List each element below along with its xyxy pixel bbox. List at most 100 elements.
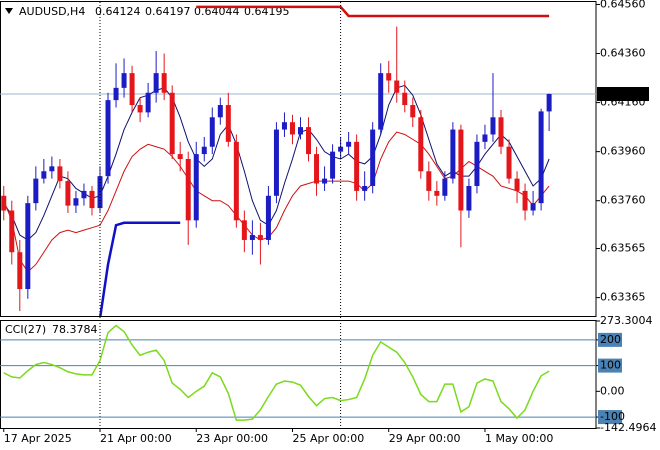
y-tick-label: 0.63960 bbox=[600, 145, 646, 158]
y-tick-label: 0.63565 bbox=[600, 242, 646, 255]
candle-body bbox=[530, 203, 536, 211]
candle-body bbox=[113, 87, 119, 101]
candle-body bbox=[225, 105, 231, 142]
candle-body bbox=[482, 134, 488, 142]
candle-body bbox=[314, 154, 320, 184]
symbol-menu-icon[interactable] bbox=[5, 8, 13, 14]
y-tick-label: 273.3004 bbox=[600, 314, 653, 327]
y-tick-label: 200 bbox=[600, 333, 621, 346]
candle-body bbox=[1, 195, 7, 211]
candle-body bbox=[193, 154, 199, 221]
candle-body bbox=[546, 93, 552, 112]
candle-body bbox=[201, 146, 207, 155]
candle-body bbox=[322, 178, 328, 184]
indicator-line bbox=[3, 131, 550, 273]
level-label-box bbox=[598, 332, 622, 347]
candle-body bbox=[418, 117, 424, 172]
candle-body bbox=[281, 122, 287, 130]
candle-body bbox=[41, 171, 47, 179]
candle-body bbox=[9, 210, 15, 253]
candle-body bbox=[378, 73, 384, 130]
candle-body bbox=[474, 141, 480, 186]
candle-body bbox=[17, 252, 23, 290]
current-price-box bbox=[597, 86, 649, 101]
indicator-line bbox=[99, 221, 181, 316]
y-tick-label: 0.64360 bbox=[600, 47, 646, 60]
cci-title: CCI(27) bbox=[5, 323, 46, 336]
candle-body bbox=[257, 235, 263, 240]
candle-body bbox=[25, 203, 31, 290]
cci-plot bbox=[0, 324, 596, 421]
candle-body bbox=[458, 129, 464, 211]
indicator-line bbox=[196, 5, 550, 18]
candle-body bbox=[514, 178, 520, 191]
candle-body bbox=[289, 122, 295, 135]
candle-body bbox=[209, 117, 215, 147]
indicator-line bbox=[3, 84, 550, 241]
candle-body bbox=[362, 185, 368, 191]
last-close: 0.64195 bbox=[244, 5, 290, 18]
candle-body bbox=[394, 80, 400, 93]
candle-body bbox=[298, 127, 303, 135]
indicator-line bbox=[3, 324, 550, 421]
candle-body bbox=[354, 141, 360, 191]
candle-body bbox=[442, 178, 448, 196]
level-label-box bbox=[598, 358, 622, 373]
candle-body bbox=[185, 159, 191, 221]
candle-body bbox=[450, 129, 456, 179]
candle-body bbox=[306, 127, 312, 155]
candle-body bbox=[402, 92, 408, 106]
last-low: 0.64044 bbox=[194, 5, 240, 18]
candle-body bbox=[466, 185, 472, 211]
candle-body bbox=[386, 73, 392, 81]
symbol-title: AUDUSD,H4 bbox=[19, 5, 85, 18]
y-tick-label: 0.63365 bbox=[600, 291, 646, 304]
candle-body bbox=[33, 178, 39, 204]
x-tick-label: 29 Apr 00:00 bbox=[389, 432, 461, 445]
candle-body bbox=[89, 190, 95, 209]
candle-body bbox=[538, 111, 544, 204]
candle-body bbox=[490, 117, 496, 135]
candle-body bbox=[137, 105, 143, 113]
candle-body bbox=[249, 235, 255, 240]
candle-body bbox=[129, 73, 135, 106]
candle-body bbox=[498, 117, 504, 147]
x-tick-label: 17 Apr 2025 bbox=[4, 432, 72, 445]
y-tick-label: -142.4964 bbox=[600, 421, 656, 434]
x-tick-label: 21 Apr 00:00 bbox=[100, 432, 172, 445]
candle-body bbox=[241, 220, 247, 240]
candle-body bbox=[434, 190, 440, 196]
x-tick-label: 23 Apr 00:00 bbox=[196, 432, 268, 445]
candle-body bbox=[233, 141, 239, 221]
y-tick-label: -100 bbox=[600, 410, 625, 423]
candle-body bbox=[105, 100, 111, 177]
current-price-label: 0.64195 bbox=[600, 87, 646, 100]
candle-body bbox=[65, 181, 71, 206]
candle-body bbox=[506, 146, 512, 179]
level-label-box bbox=[598, 410, 622, 425]
y-tick-label: 0.63760 bbox=[600, 194, 646, 207]
candle-body bbox=[217, 105, 223, 118]
y-tick-label: 100 bbox=[600, 359, 621, 372]
main-panel-frame bbox=[0, 1, 597, 317]
last-high: 0.64197 bbox=[145, 5, 191, 18]
candle-body bbox=[177, 154, 183, 159]
y-tick-label: 0.00 bbox=[600, 384, 625, 397]
candle-body bbox=[265, 195, 271, 240]
candle-body bbox=[370, 129, 376, 186]
candle-body bbox=[49, 166, 55, 172]
candle-body bbox=[426, 171, 432, 191]
candle-body bbox=[410, 105, 416, 118]
candle-body bbox=[330, 151, 336, 179]
candle-body bbox=[81, 190, 87, 199]
price-plot bbox=[0, 5, 596, 316]
candle-body bbox=[121, 73, 127, 88]
x-tick-label: 1 May 00:00 bbox=[485, 432, 553, 445]
y-tick-label: 0.64560 bbox=[600, 0, 646, 10]
candle-body bbox=[161, 73, 167, 93]
candle-body bbox=[97, 176, 103, 209]
x-tick-label: 25 Apr 00:00 bbox=[292, 432, 364, 445]
cci-value: 78.3784 bbox=[52, 323, 98, 336]
candle-body bbox=[145, 92, 151, 113]
